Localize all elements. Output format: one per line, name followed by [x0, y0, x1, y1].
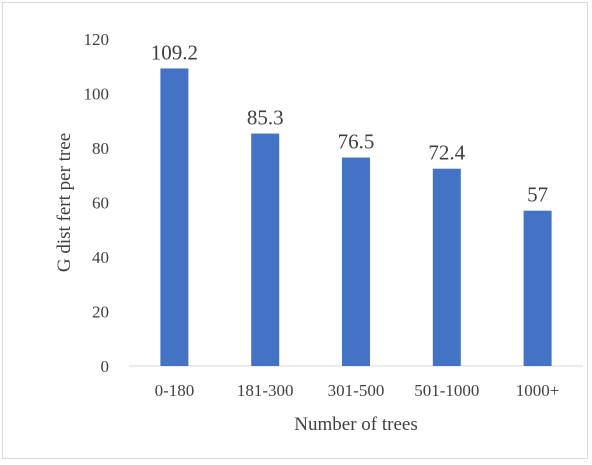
x-tick-label-1000+: 1000+	[516, 381, 560, 400]
y-axis-ticks: 0 20 40 60 80 100 120	[84, 30, 110, 376]
bar-chart: 0 20 40 60 80 100 120 109.2 85.3 76.5 72.4 57 0-18…	[54, 30, 583, 435]
y-tick-label: 60	[92, 194, 109, 213]
y-tick-label: 0	[101, 357, 110, 376]
data-label-181-300: 85.3	[247, 106, 284, 130]
y-tick-label: 120	[84, 30, 110, 49]
y-axis-title: G dist fert per tree	[54, 133, 75, 272]
bars	[160, 68, 552, 367]
x-tick-label-181-300: 181-300	[237, 381, 294, 400]
x-tick-label-301-500: 301-500	[328, 381, 385, 400]
data-labels: 109.2 85.3 76.5 72.4 57	[151, 40, 548, 206]
x-axis-title: Number of trees	[294, 414, 417, 435]
bar-0-180	[160, 68, 189, 367]
data-label-0-180: 109.2	[151, 40, 198, 64]
bar-181-300	[251, 133, 280, 366]
bar-301-500	[342, 157, 370, 366]
y-tick-label: 40	[92, 248, 109, 267]
y-tick-label: 100	[84, 85, 110, 104]
data-label-301-500: 76.5	[338, 130, 375, 154]
data-label-1000+: 57	[527, 183, 548, 207]
bar-501-1000	[432, 168, 461, 366]
data-label-501-1000: 72.4	[428, 141, 465, 165]
chart-frame: 0 20 40 60 80 100 120 109.2 85.3 76.5 72.4 57 0-18…	[2, 2, 588, 459]
x-axis-ticks: 0-180 181-300 301-500 501-1000 1000+	[155, 381, 560, 400]
y-tick-label: 80	[92, 139, 109, 158]
x-tick-label-501-1000: 501-1000	[414, 381, 479, 400]
x-tick-label-0-180: 0-180	[155, 381, 195, 400]
y-tick-label: 20	[92, 303, 109, 322]
bar-1000+	[523, 210, 552, 366]
